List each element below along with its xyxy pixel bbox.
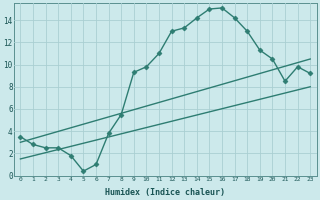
X-axis label: Humidex (Indice chaleur): Humidex (Indice chaleur) bbox=[105, 188, 225, 197]
